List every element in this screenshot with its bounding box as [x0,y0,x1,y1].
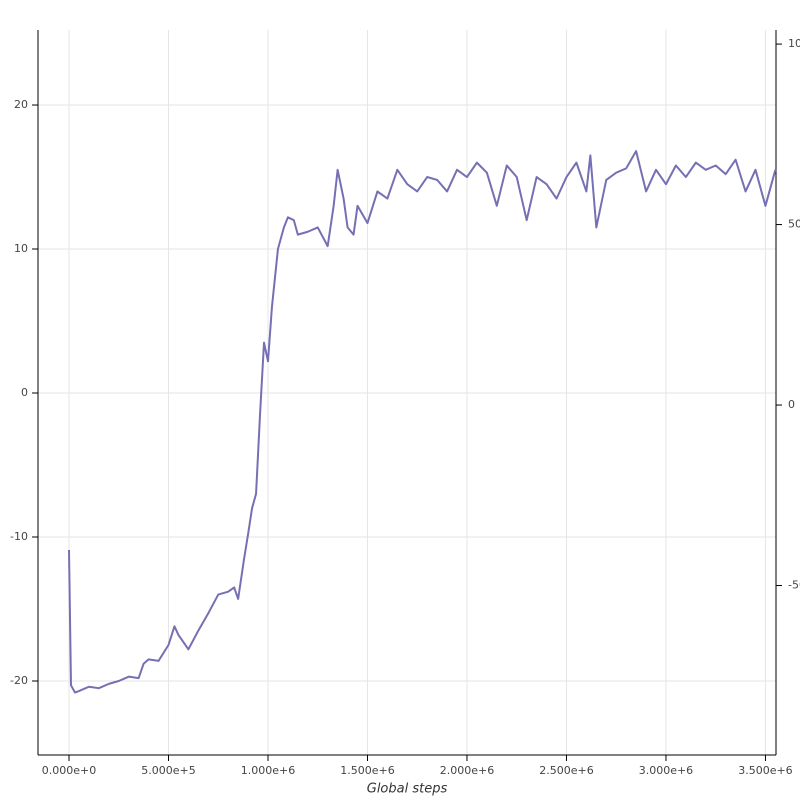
y2-tick-label: 0 [788,398,795,411]
y-tick-label: 20 [14,98,28,111]
y-tick-label: -20 [10,674,28,687]
x-tick-label: 1.000e+6 [241,764,295,777]
x-axis-label: Global steps [367,782,448,797]
y-tick-label: -10 [10,530,28,543]
y-tick-label: 0 [21,386,28,399]
y2-tick-label: 100 [788,37,800,50]
y2-tick-label: 50 [788,218,800,231]
x-tick-label: 3.000e+6 [639,764,693,777]
x-tick-label: 3.500e+6 [738,764,792,777]
data-line [68,150,777,694]
x-tick-label: 2.500e+6 [539,764,593,777]
x-tick-label: 5.000e+5 [141,764,195,777]
y2-tick-label: -50 [788,579,800,592]
x-tick-label: 1.500e+6 [340,764,394,777]
y-tick-label: 10 [14,242,28,255]
x-tick-label: 2.000e+6 [440,764,494,777]
x-tick-label: 0.000e+0 [42,764,96,777]
